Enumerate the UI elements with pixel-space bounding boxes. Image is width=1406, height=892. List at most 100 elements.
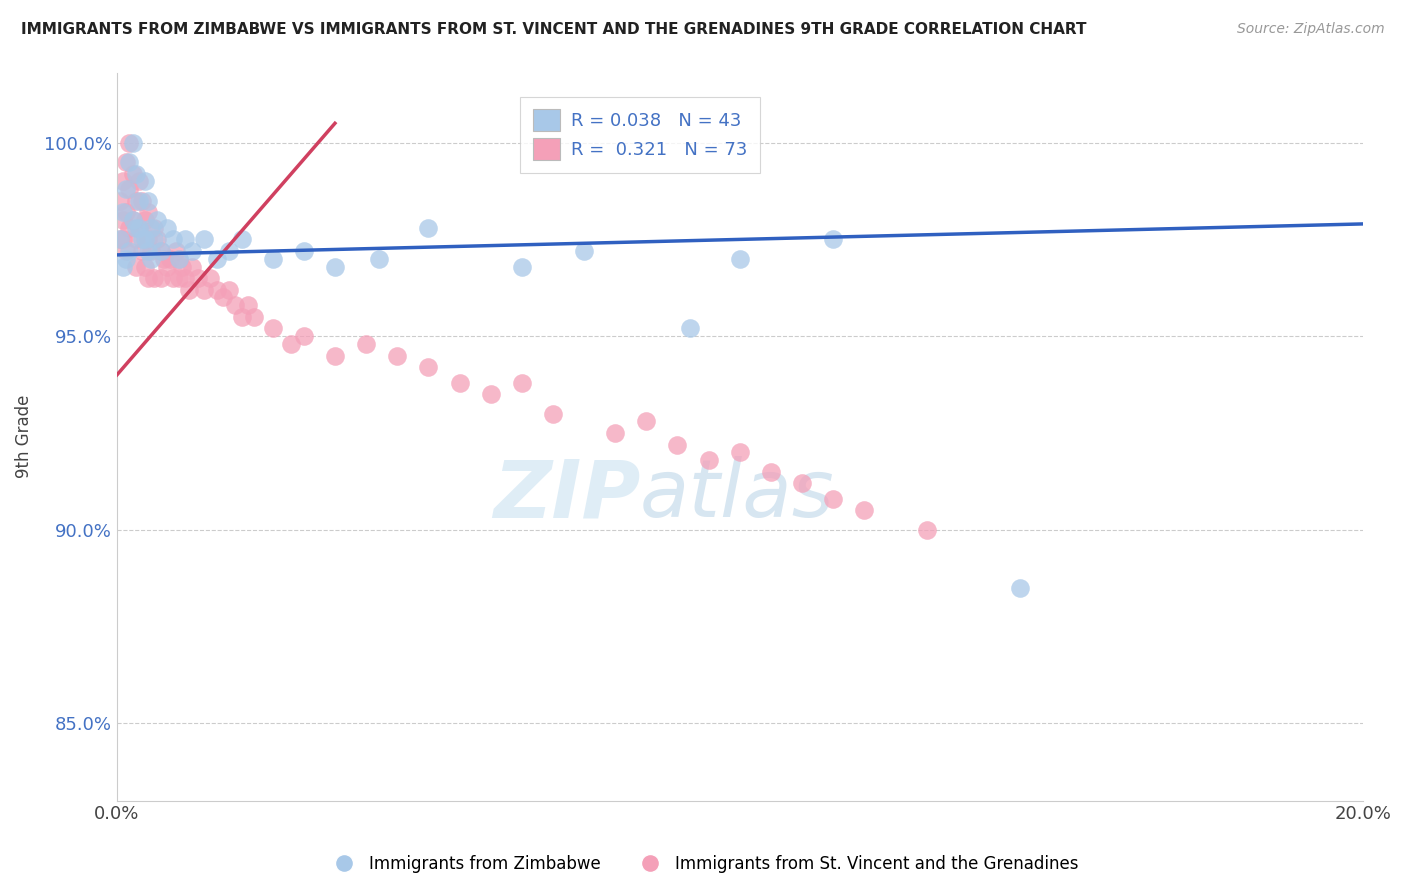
Point [124,194,146,208]
Point [193,232,215,246]
Point [115,252,138,266]
Point [149,271,172,285]
Point [236,298,259,312]
Point [218,283,240,297]
Point [172,260,194,274]
Point [141,252,163,266]
Point [262,252,284,266]
Point [205,252,228,266]
Point [853,503,876,517]
Point [112,260,135,274]
Point [118,244,141,258]
Point [728,252,751,266]
Point [823,491,845,506]
Point [510,260,533,274]
Point [124,167,146,181]
Point [167,252,190,266]
Point [636,414,658,428]
Point [243,310,266,324]
Point [136,205,159,219]
Point [136,271,159,285]
Point [146,232,169,246]
Point [124,232,146,246]
Point [292,329,315,343]
Point [605,425,627,440]
Point [146,213,169,227]
Point [131,244,153,258]
Point [118,136,141,150]
Point [152,252,174,266]
Point [280,337,302,351]
Point [143,271,166,285]
Point [728,445,751,459]
Point [167,252,190,266]
Point [115,155,138,169]
Point [354,337,377,351]
Point [418,360,440,375]
Point [162,232,184,246]
Point [174,232,197,246]
Point [115,244,138,258]
Point [292,244,315,258]
Point [156,220,179,235]
Point [159,252,181,266]
Point [118,182,141,196]
Point [479,387,502,401]
Point [118,155,141,169]
Point [131,232,153,246]
Point [541,407,564,421]
Point [128,174,150,188]
Point [323,260,346,274]
Point [231,310,253,324]
Point [134,213,156,227]
Point [149,244,172,258]
Point [143,220,166,235]
Point [112,232,135,246]
Point [134,174,156,188]
Point [112,205,135,219]
Point [162,271,184,285]
Point [679,321,702,335]
Point [134,232,156,246]
Point [193,283,215,297]
Point [108,232,131,246]
Point [205,283,228,297]
Point [915,523,938,537]
Point [823,232,845,246]
Legend: R = 0.038   N = 43, R =  0.321   N = 73: R = 0.038 N = 43, R = 0.321 N = 73 [520,96,759,173]
Point [666,437,689,451]
Point [121,213,143,227]
Point [121,167,143,181]
Point [131,194,153,208]
Y-axis label: 9th Grade: 9th Grade [15,395,32,478]
Point [108,232,131,246]
Point [112,213,135,227]
Point [262,321,284,335]
Point [115,182,138,196]
Point [387,349,409,363]
Point [367,252,389,266]
Point [156,260,179,274]
Point [141,220,163,235]
Point [115,205,138,219]
Point [124,260,146,274]
Point [180,260,202,274]
Point [218,244,240,258]
Point [224,298,246,312]
Point [323,349,346,363]
Point [165,244,187,258]
Point [128,220,150,235]
Point [136,244,159,258]
Point [167,271,190,285]
Point [572,244,595,258]
Point [128,220,150,235]
Point [790,476,813,491]
Text: ZIP: ZIP [492,456,640,534]
Point [449,376,471,390]
Text: atlas: atlas [640,456,835,534]
Point [134,260,156,274]
Point [136,232,159,246]
Point [149,244,172,258]
Point [697,453,720,467]
Legend: Immigrants from Zimbabwe, Immigrants from St. Vincent and the Grenadines: Immigrants from Zimbabwe, Immigrants fro… [321,848,1085,880]
